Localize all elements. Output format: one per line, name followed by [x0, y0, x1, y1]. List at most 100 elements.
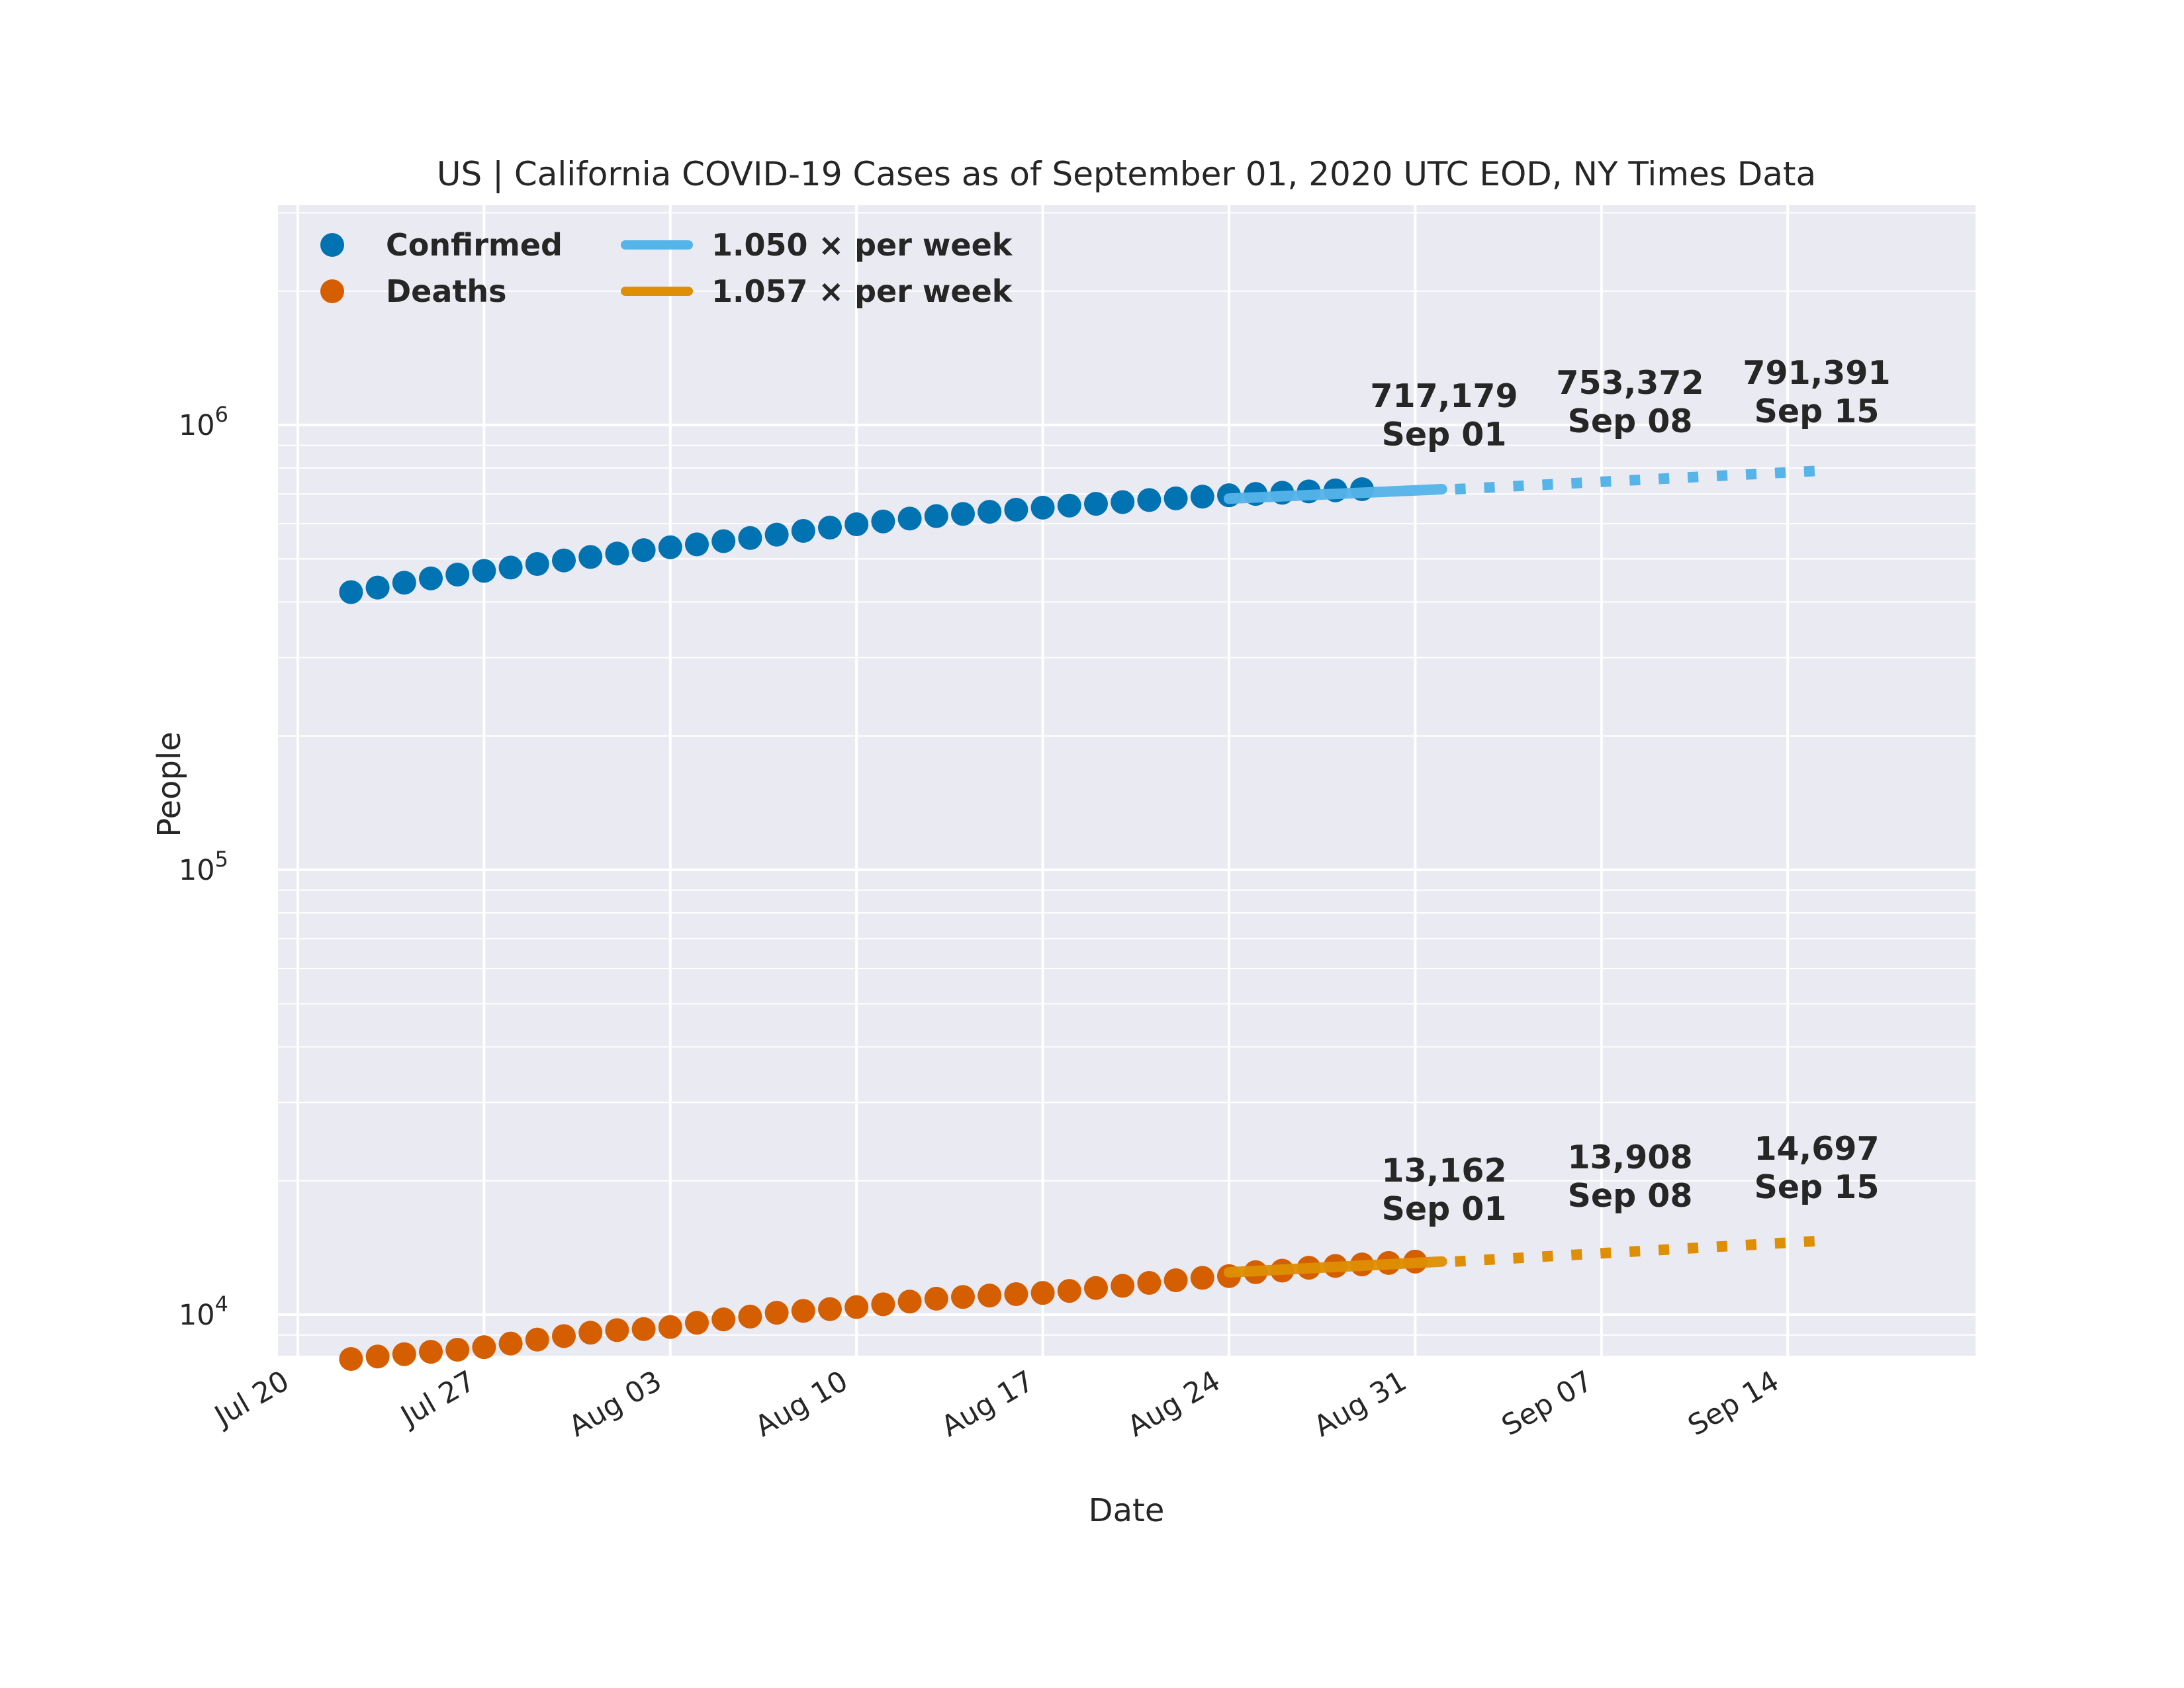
- confirmed-point: [738, 526, 762, 550]
- confirmed-point: [339, 580, 363, 604]
- confirmed-point: [472, 559, 496, 583]
- chart-title: US | California COVID-19 Cases as of Sep…: [437, 155, 1816, 193]
- y-axis-label: People: [151, 731, 188, 837]
- annotation-value: 753,372: [1556, 364, 1704, 402]
- confirmed-projection-line: [1455, 465, 1831, 495]
- y-tick-base: 10: [179, 854, 215, 887]
- deaths-point: [818, 1297, 842, 1321]
- confirmed-point: [1030, 495, 1055, 520]
- legend-item-trend: 1.057 × per week: [621, 273, 1013, 309]
- deaths-point: [605, 1318, 629, 1342]
- legend-item-confirmed: Confirmed: [320, 227, 563, 263]
- deaths-trend-line: [1224, 1256, 1447, 1278]
- deaths-point: [924, 1286, 948, 1311]
- deaths-point: [1111, 1274, 1135, 1298]
- y-tick-base: 10: [179, 409, 215, 442]
- confirmed-point: [445, 562, 470, 586]
- confirmed-point: [897, 506, 922, 531]
- deaths-point: [897, 1289, 922, 1314]
- deaths-point: [419, 1340, 443, 1364]
- deaths-point: [1030, 1281, 1055, 1305]
- legend-label: Deaths: [386, 273, 507, 309]
- series-confirmed: [339, 477, 1374, 604]
- annotation-date: Sep 01: [1382, 1190, 1507, 1228]
- plot-area: [278, 205, 1976, 1356]
- deaths-point: [578, 1321, 603, 1345]
- confirmed-point: [1137, 488, 1161, 512]
- confirmed-point: [1057, 493, 1081, 518]
- deaths-point: [445, 1337, 470, 1362]
- confirmed-point: [871, 509, 895, 534]
- annotation-date: Sep 15: [1754, 393, 1880, 430]
- confirmed-point: [365, 575, 390, 600]
- deaths-point: [525, 1327, 549, 1352]
- confirmed-point: [498, 555, 523, 580]
- deaths-point: [339, 1346, 363, 1371]
- confirmed-point: [818, 515, 842, 539]
- annotation-value: 13,908: [1567, 1139, 1692, 1176]
- confirmed-point: [1163, 486, 1188, 510]
- data-marks: [339, 465, 1831, 1371]
- x-axis-label: Date: [1089, 1492, 1165, 1529]
- deaths-point: [871, 1292, 895, 1317]
- confirmed-point: [978, 500, 1002, 524]
- deaths-point: [764, 1301, 789, 1325]
- legend-item-deaths: Deaths: [320, 273, 507, 309]
- deaths-point: [1190, 1266, 1214, 1290]
- confirmed-point: [791, 518, 815, 543]
- y-tick-label: 106: [179, 402, 228, 442]
- deaths-point: [1004, 1282, 1028, 1307]
- confirmed-point: [1084, 492, 1108, 516]
- deaths-point: [978, 1284, 1002, 1308]
- annotation-date: Sep 15: [1754, 1168, 1880, 1206]
- deaths-point: [1057, 1279, 1081, 1303]
- deaths-point: [1137, 1270, 1161, 1295]
- confirmed-point: [552, 548, 576, 573]
- confirmed-point: [605, 541, 629, 566]
- deaths-point: [392, 1342, 416, 1366]
- legend-label: 1.050 × per week: [711, 227, 1013, 263]
- confirmed-point: [392, 571, 416, 595]
- deaths-point: [1084, 1276, 1108, 1300]
- confirmed-trend-line: [1224, 484, 1447, 504]
- confirmed-point: [525, 551, 549, 576]
- deaths-point: [951, 1285, 975, 1309]
- confirmed-point: [578, 545, 603, 569]
- y-tick-label: 105: [179, 847, 228, 887]
- confirmed-point: [419, 566, 443, 590]
- annotation-date: Sep 08: [1568, 1177, 1693, 1215]
- annotation-value: 14,697: [1754, 1130, 1879, 1168]
- confirmed-point: [924, 504, 948, 528]
- annotation-value: 717,179: [1370, 377, 1518, 415]
- deaths-point: [711, 1307, 736, 1332]
- legend-label: 1.057 × per week: [711, 273, 1013, 309]
- confirmed-point: [685, 532, 709, 557]
- annotation-value: 13,162: [1381, 1152, 1506, 1190]
- deaths-point: [844, 1295, 869, 1319]
- confirmed-point: [1004, 497, 1028, 522]
- deaths-point: [685, 1311, 709, 1335]
- deaths-point: [738, 1304, 762, 1329]
- y-tick-exponent: 5: [215, 847, 228, 872]
- confirmed-point: [1111, 490, 1135, 514]
- deaths-point: [365, 1344, 390, 1369]
- deaths-projection-line: [1455, 1235, 1831, 1267]
- confirmed-point: [844, 512, 869, 537]
- y-tick-base: 10: [179, 1299, 215, 1332]
- deaths-point: [791, 1299, 815, 1323]
- confirmed-point: [951, 502, 975, 526]
- deaths-point: [631, 1317, 656, 1341]
- series-deaths: [339, 1249, 1428, 1371]
- confirmed-point: [658, 535, 682, 559]
- y-tick-exponent: 4: [215, 1291, 228, 1317]
- deaths-point: [658, 1315, 682, 1339]
- deaths-point: [472, 1335, 496, 1360]
